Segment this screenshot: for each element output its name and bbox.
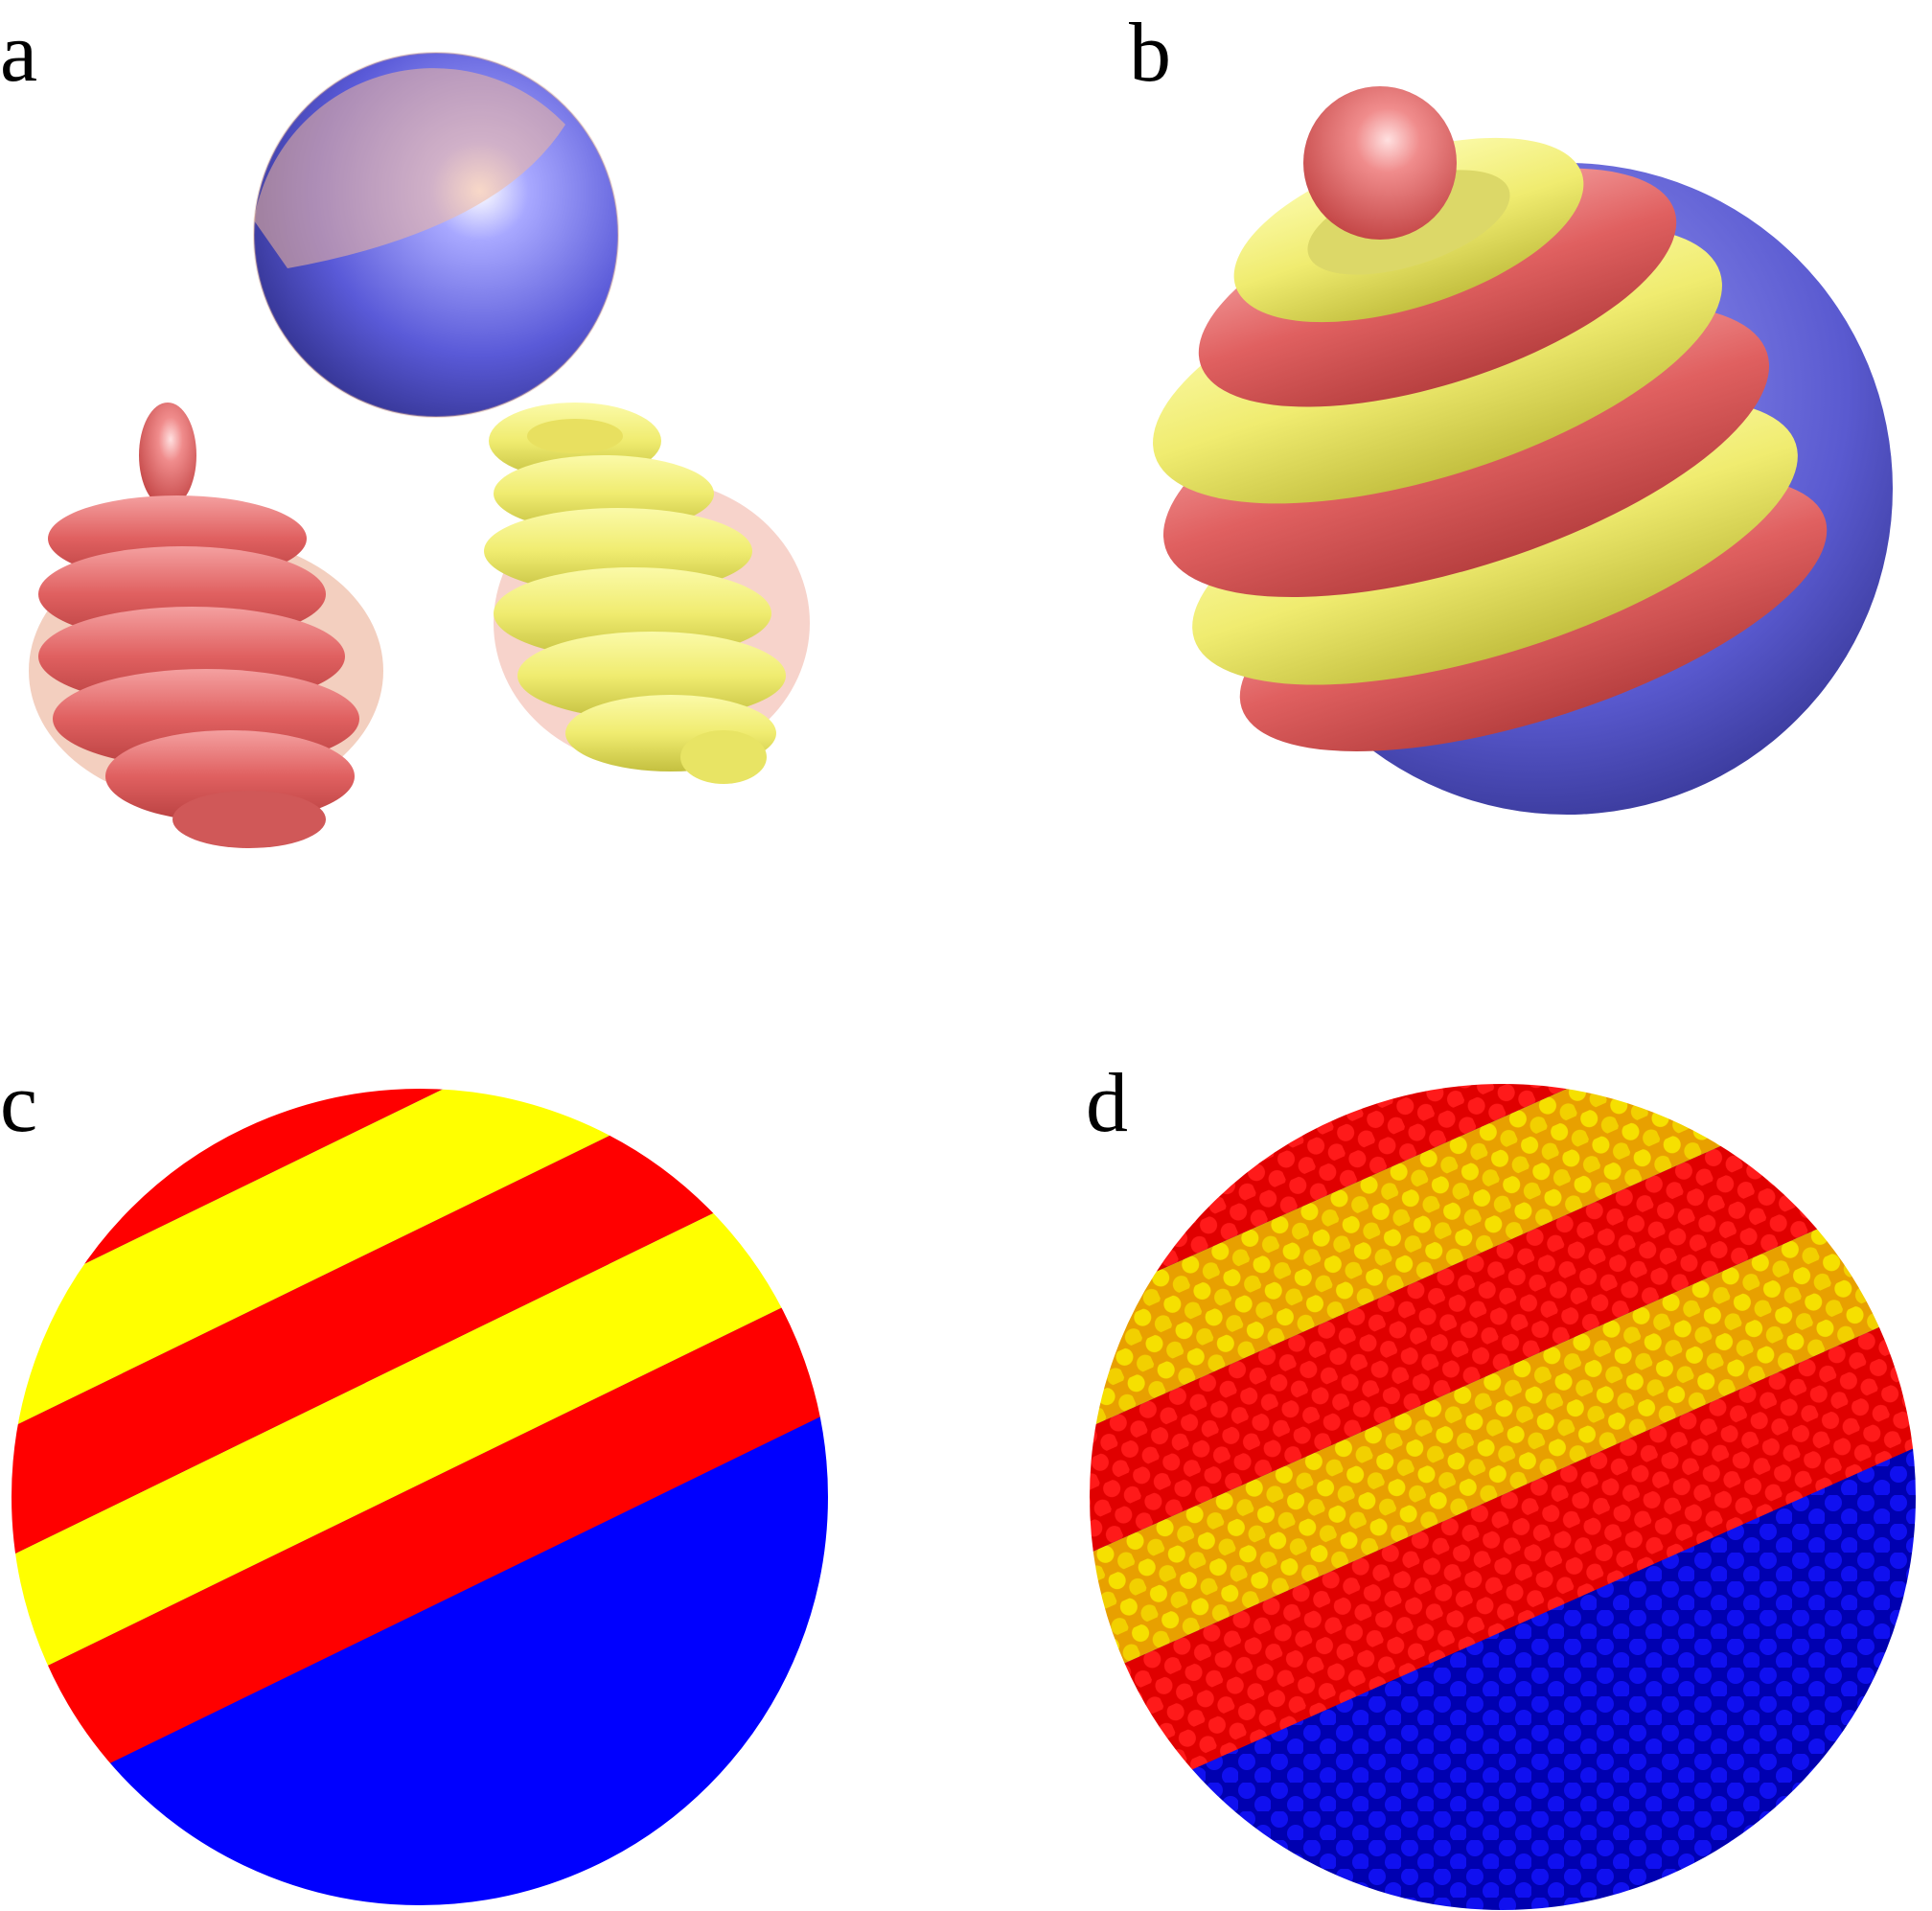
panel-label-c: c — [0, 1057, 38, 1150]
striped-sphere-icon — [10, 1087, 830, 1907]
panel-d-figure — [1089, 1083, 1917, 1911]
panel-c-figure — [11, 1088, 829, 1906]
panel-b-figure — [1153, 86, 1893, 815]
cellular-sphere-icon — [1088, 1082, 1918, 1911]
panel-label-d: d — [1086, 1057, 1128, 1150]
panel-label-b: b — [1129, 7, 1171, 100]
translucent-shell-icon — [254, 68, 565, 269]
red-spindle-icon — [29, 403, 383, 848]
panel-a-figure — [29, 52, 810, 848]
spiral-bands-icon — [1153, 86, 1828, 751]
panel-label-a: a — [0, 7, 38, 100]
yellow-spindle-icon — [484, 403, 810, 784]
